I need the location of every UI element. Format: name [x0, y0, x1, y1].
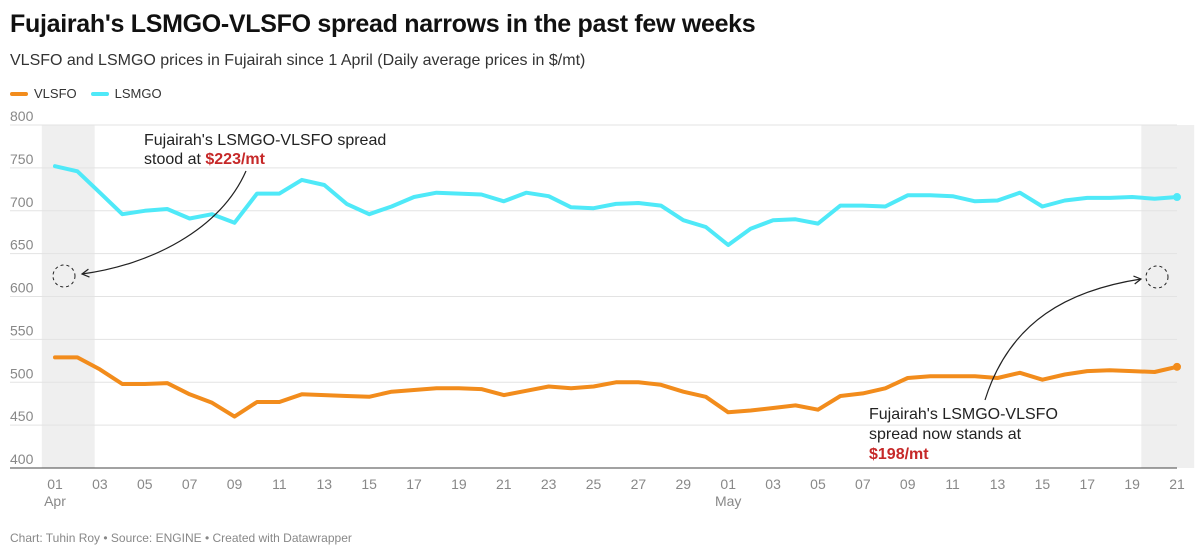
- series-line-vlsfo: [53, 355, 1179, 419]
- annotation-end-line2: spread now stands at: [869, 426, 1022, 443]
- x-tick-label: 17: [406, 476, 422, 492]
- x-tick-label: 03: [92, 476, 108, 492]
- chart-footer: Chart: Tuhin Roy • Source: ENGINE • Crea…: [10, 531, 352, 545]
- y-axis-ticks: 400 450 500 550 600 650 700 750 800: [10, 108, 34, 467]
- y-tick-label-550: 550: [10, 322, 34, 338]
- x-tick-label: 01: [47, 476, 63, 492]
- annotation-arrow-end: [984, 275, 1143, 401]
- legend-label-lsmgo: LSMGO: [114, 86, 162, 101]
- legend: VLSFO LSMGO: [10, 86, 162, 101]
- x-tick-label: 01: [720, 476, 736, 492]
- annotations: Fujairah's LSMGO-VLSFO spread stood at $…: [52, 132, 1169, 463]
- y-tick-label-750: 750: [10, 151, 34, 167]
- x-tick-label: 19: [451, 476, 467, 492]
- chart-title: Fujairah's LSMGO-VLSFO spread narrows in…: [10, 10, 756, 38]
- x-tick-label: 17: [1079, 476, 1095, 492]
- legend-label-vlsfo: VLSFO: [34, 86, 77, 101]
- x-tick-label: 09: [227, 476, 243, 492]
- x-tick-label: 05: [137, 476, 153, 492]
- y-tick-label-800: 800: [10, 108, 34, 124]
- legend-item-vlsfo: VLSFO: [10, 86, 77, 101]
- x-tick-label: 15: [1035, 476, 1051, 492]
- x-tick-label: 07: [182, 476, 198, 492]
- x-tick-label: 13: [316, 476, 332, 492]
- annotation-circle-start: [52, 264, 76, 288]
- series-end-point-lsmgo: [1173, 193, 1181, 202]
- x-tick-label: 27: [631, 476, 647, 492]
- y-tick-label-450: 450: [10, 408, 34, 424]
- x-tick-label: 05: [810, 476, 826, 492]
- x-tick-label: 21: [1169, 476, 1185, 492]
- x-tick-label: 29: [676, 476, 692, 492]
- series-line-lsmgo: [53, 164, 1179, 247]
- x-tick-label: 25: [586, 476, 602, 492]
- x-tick-label: 11: [945, 476, 960, 492]
- chart-subtitle: VLSFO and LSMGO prices in Fujairah since…: [10, 52, 586, 69]
- annotation-start-line2: stood at $223/mt: [144, 151, 266, 168]
- annotation-start-line1: Fujairah's LSMGO-VLSFO spread: [144, 132, 386, 149]
- gridlines: [10, 124, 1177, 469]
- annotation-end-line1: Fujairah's LSMGO-VLSFO: [869, 406, 1058, 423]
- annotation-circle-end: [1145, 265, 1169, 289]
- x-tick-label: 21: [496, 476, 512, 492]
- x-tick-label: 09: [900, 476, 916, 492]
- legend-swatch-lsmgo: [90, 91, 109, 96]
- x-tick-label: 03: [765, 476, 781, 492]
- legend-swatch-vlsfo: [10, 91, 28, 96]
- y-tick-label-700: 700: [10, 194, 34, 210]
- annotation-start-value: $223/mt: [205, 151, 265, 168]
- y-tick-label-600: 600: [10, 280, 34, 296]
- x-tick-label: 19: [1124, 476, 1140, 492]
- x-tick-label: 11: [272, 476, 287, 492]
- legend-item-lsmgo: LSMGO: [90, 86, 162, 101]
- x-tick-label: 07: [855, 476, 871, 492]
- y-tick-label-500: 500: [10, 365, 34, 381]
- y-tick-label-400: 400: [10, 451, 34, 467]
- x-tick-month-label: May: [715, 493, 741, 509]
- series-end-point-vlsfo: [1173, 362, 1181, 371]
- series-lines: [53, 164, 1181, 419]
- x-tick-label: 23: [541, 476, 557, 492]
- x-tick-label: 13: [990, 476, 1006, 492]
- annotation-arrow-start: [80, 170, 247, 278]
- annotation-end-value: $198/mt: [869, 446, 929, 463]
- x-tick-label: 15: [361, 476, 377, 492]
- y-tick-label-650: 650: [10, 237, 34, 253]
- annotation-start-prefix: stood at: [144, 151, 205, 168]
- x-tick-month-label: Apr: [44, 493, 66, 509]
